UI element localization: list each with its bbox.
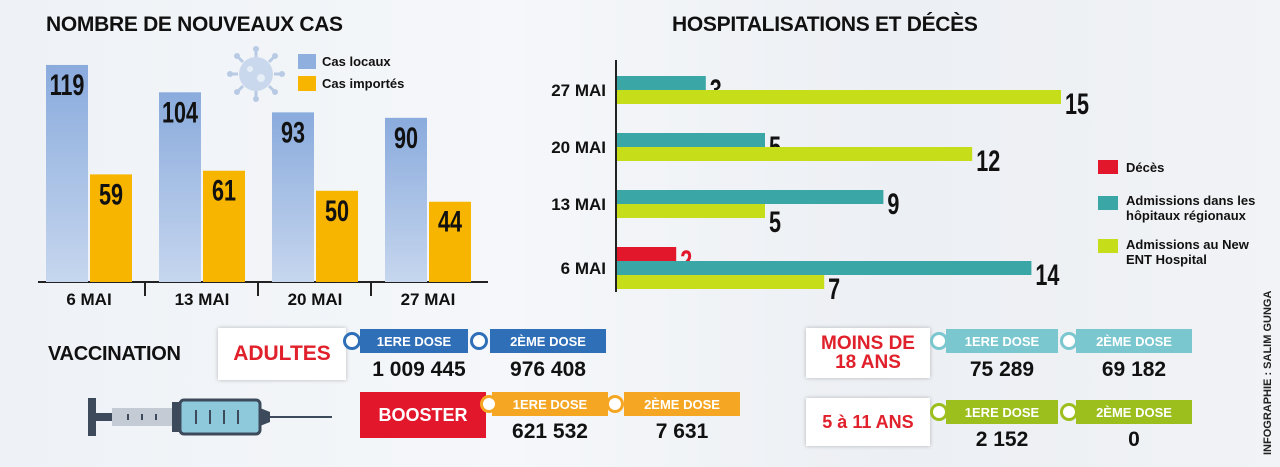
bar-local-1: [159, 92, 201, 282]
data-label-local-3: 90: [394, 120, 418, 154]
moins18-dose2-dot: [1060, 332, 1078, 350]
data-label-local-0: 119: [50, 67, 85, 101]
adultes-label: ADULTES: [218, 328, 346, 380]
vaccination-title: VACCINATION: [48, 343, 181, 365]
x-tick-label-2: 20 MAI: [288, 290, 343, 309]
hbar-2-3: [617, 275, 825, 289]
legend-label-regional: Admissions dans les hôpitaux régionaux: [1126, 193, 1256, 223]
hbar-label-1-3: 14: [1035, 257, 1059, 291]
data-label-local-2: 93: [281, 115, 305, 149]
hbar-1-3: [617, 261, 1032, 275]
moins18-label-line1: MOINS DE: [821, 333, 915, 354]
booster-dose2-pill: 2ÈME DOSE: [624, 392, 740, 416]
y-tick-label-2: 13 MAI: [551, 195, 606, 214]
bar-imported-3: [429, 201, 471, 282]
kids-dose2-pill: 2ÈME DOSE: [1076, 400, 1192, 424]
kids-dose1-value: 2 152: [975, 428, 1029, 451]
bar-imported-2: [316, 190, 358, 282]
legend-swatch-ent: [1098, 239, 1118, 253]
bar-imported-0: [90, 174, 132, 282]
cases-chart-title: NOMBRE DE NOUVEAUX CAS: [46, 13, 343, 36]
moins18-dose2-pill: 2ÈME DOSE: [1076, 329, 1192, 353]
hbar-1-2: [617, 190, 884, 204]
bar-local-3: [385, 117, 427, 282]
legend-label-local: Cas locaux: [322, 54, 391, 69]
hbar-2-1: [617, 147, 973, 161]
legend-swatch-deces: [1098, 160, 1118, 174]
moins18-dose1-dot: [930, 332, 948, 350]
hbar-label-2-1: 12: [976, 143, 1000, 177]
moins18-label: MOINS DE 18 ANS: [806, 328, 930, 378]
hbar-label-2-0: 15: [1065, 86, 1089, 120]
adultes-dose1-value: 1 009 445: [372, 358, 466, 381]
booster-dose1-pill: 1ERE DOSE: [492, 392, 608, 416]
data-label-local-1: 104: [162, 95, 198, 129]
legend-label-deces: Décès: [1126, 160, 1165, 175]
y-tick-label-0: 27 MAI: [551, 81, 606, 100]
kids-dose2-value: 0: [1128, 428, 1140, 451]
booster-dose2-dot: [606, 395, 624, 413]
booster-label: BOOSTER: [360, 392, 486, 438]
kids-dose1-dot: [930, 403, 948, 421]
data-label-imported-0: 59: [99, 177, 123, 211]
moins18-dose1-value: 75 289: [969, 358, 1035, 381]
hbar-label-2-2: 5: [769, 204, 781, 238]
hbar-label-1-2: 9: [887, 186, 899, 220]
kids-label: 5 à 11 ANS: [806, 398, 930, 446]
hbar-0-3: [617, 247, 677, 261]
kids-dose2-dot: [1060, 403, 1078, 421]
booster-dose1-dot: [480, 395, 498, 413]
y-tick-label-1: 20 MAI: [551, 138, 606, 157]
data-label-imported-1: 61: [212, 173, 236, 207]
x-tick-label-1: 13 MAI: [175, 290, 230, 309]
y-tick-label-3: 6 MAI: [561, 259, 606, 278]
hbar-2-0: [617, 90, 1061, 104]
adultes-dose2-value: 976 408: [510, 358, 586, 381]
data-label-imported-2: 50: [325, 193, 349, 227]
virus-icon: [227, 46, 285, 102]
data-label-imported-3: 44: [438, 204, 462, 238]
moins18-dose2-value: 69 182: [1101, 358, 1167, 381]
hosp-chart-title: HOSPITALISATIONS ET DÉCÈS: [672, 13, 978, 36]
hbar-label-2-3: 7: [828, 271, 840, 300]
kids-dose1-pill: 1ERE DOSE: [946, 400, 1058, 424]
booster-dose2-value: 7 631: [655, 420, 709, 443]
adultes-dose1-pill: 1ERE DOSE: [360, 329, 468, 353]
bar-local-2: [272, 112, 314, 282]
legend-swatch-local: [298, 54, 316, 69]
legend-label-ent: Admissions au New ENT Hospital: [1126, 237, 1249, 267]
bar-imported-1: [203, 170, 245, 282]
x-tick-label-3: 27 MAI: [401, 290, 456, 309]
adultes-dose1-dot: [343, 332, 361, 350]
credit: INFOGRAPHIE : SALIM GUNGA: [1262, 290, 1274, 455]
syringe-icon: [88, 398, 332, 436]
adultes-dose2-pill: 2ÈME DOSE: [490, 329, 606, 353]
x-tick-label-0: 6 MAI: [66, 290, 111, 309]
moins18-label-line2: 18 ANS: [835, 352, 901, 373]
booster-dose1-value: 621 532: [512, 420, 588, 443]
hbar-1-0: [617, 76, 706, 90]
bar-local-0: [46, 64, 88, 282]
moins18-dose1-pill: 1ERE DOSE: [946, 329, 1058, 353]
legend-swatch-imported: [298, 76, 316, 91]
cases-bar-chart: 119 59 6 MAI 104 61 13 MAI 93 50 20 MAI 90 44 27 MA…: [38, 64, 488, 309]
hbar-2-2: [617, 204, 765, 218]
adultes-dose2-dot: [470, 332, 488, 350]
hbar-1-1: [617, 133, 765, 147]
legend-label-imported: Cas importés: [322, 76, 405, 91]
legend-swatch-regional: [1098, 196, 1118, 210]
